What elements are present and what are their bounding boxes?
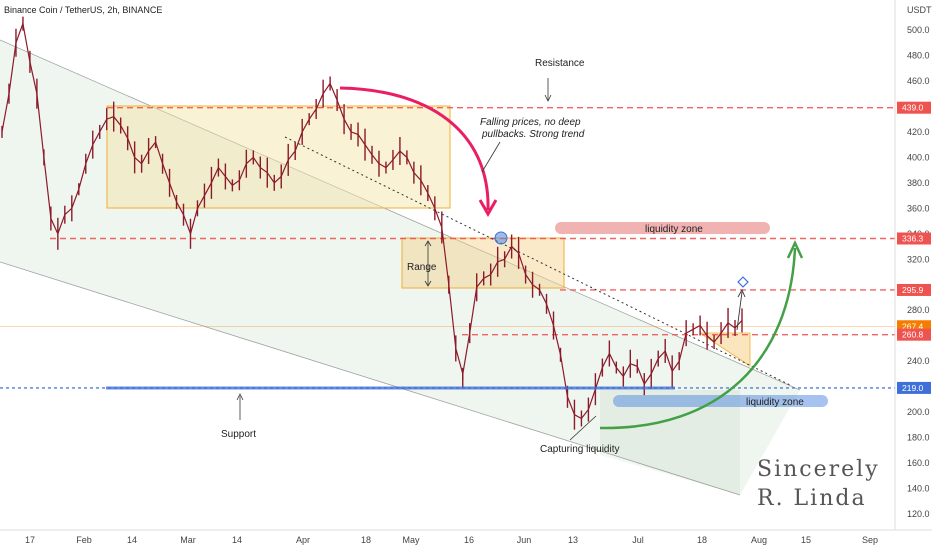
- price-series-line: [1, 21, 743, 420]
- y-tick-label: 140.0: [907, 484, 930, 494]
- x-tick-label: Aug: [751, 535, 767, 545]
- channel-upper-line: [0, 39, 801, 391]
- plot-area: [0, 0, 895, 530]
- y-tick-label: 420.0: [907, 127, 930, 137]
- x-tick-label: Mar: [180, 535, 196, 545]
- red-curved-arrow: [339, 86, 490, 211]
- x-tick-label: 15: [801, 535, 811, 545]
- price-level-value: 267.4: [902, 321, 924, 331]
- x-tick-label: Jul: [632, 535, 644, 545]
- x-tick-label: 14: [127, 535, 137, 545]
- signature-line-2: R. Linda: [757, 486, 867, 511]
- resistance-pointer-head: [544, 94, 552, 102]
- price-level-tag: 336.3: [897, 232, 931, 245]
- price-level-tag: 439.0: [897, 101, 931, 114]
- support-label: Support: [221, 429, 256, 440]
- y-tick-label: 280.0: [907, 305, 930, 315]
- x-tick-label: 17: [25, 535, 35, 545]
- x-tick-label: Jun: [517, 535, 532, 545]
- liquidity-zone-top: [555, 222, 770, 234]
- x-tick-label: Feb: [76, 535, 92, 545]
- green-curved-arrow: [599, 247, 797, 430]
- target-arrow-head: [737, 288, 746, 298]
- liquidity-zone-top-label: liquidity zone: [645, 224, 703, 235]
- chart-title: Binance Coin / TetherUS, 2h, BINANCE: [4, 5, 162, 15]
- y-tick-label: 480.0: [907, 50, 930, 60]
- channel-lower-line: [0, 261, 741, 496]
- target-arrow: [736, 291, 743, 331]
- x-tick-label: 14: [232, 535, 242, 545]
- price-level-value: 219.0: [902, 383, 924, 393]
- x-tick-label: Sep: [862, 535, 878, 545]
- signature-line-1: Sincerely: [757, 457, 880, 482]
- resistance-label: Resistance: [535, 58, 585, 69]
- x-tick-label: Apr: [296, 535, 310, 545]
- touch-marker: [494, 231, 508, 245]
- y-tick-label: 380.0: [907, 178, 930, 188]
- x-tick-label: 13: [568, 535, 578, 545]
- liquidity-zone-bottom-label: liquidity zone: [746, 397, 804, 408]
- trendline-dotted: [284, 136, 791, 386]
- y-tick-label: 320.0: [907, 254, 930, 264]
- y-tick-label: 120.0: [907, 509, 930, 519]
- capturing-liquidity-label: Capturing liquidity: [540, 444, 620, 455]
- y-tick-label: 200.0: [907, 407, 930, 417]
- price-level-value: 439.0: [902, 103, 924, 113]
- y-tick-label: 240.0: [907, 356, 930, 366]
- y-tick-label: 160.0: [907, 458, 930, 468]
- trend-note-line-1: Falling prices, no deep: [480, 117, 581, 128]
- currency-label: USDT: [907, 5, 932, 15]
- price-level-value: 260.8: [902, 330, 924, 340]
- x-tick-label: 18: [361, 535, 371, 545]
- y-tick-label: 360.0: [907, 203, 930, 213]
- trend-note-line-2: pullbacks. Strong trend: [481, 129, 585, 140]
- range-bracket-top: [424, 240, 432, 247]
- range-bracket-bottom: [424, 280, 432, 287]
- price-level-tag: 295.9: [897, 283, 931, 296]
- price-level-tag: 219.0: [897, 381, 931, 394]
- support-pointer-head: [236, 393, 244, 401]
- red-arrow-head: [478, 199, 498, 218]
- capturing-pointer: [569, 415, 597, 441]
- y-tick-label: 400.0: [907, 152, 930, 162]
- liquidity-zone-bottom: [613, 395, 828, 407]
- price-level-value: 295.9: [902, 285, 924, 295]
- descending-channel: [0, 40, 800, 495]
- green-arrow-head: [786, 240, 804, 259]
- x-tick-label: 18: [697, 535, 707, 545]
- x-tick-label: May: [402, 535, 420, 545]
- price-level-tag: 260.8: [897, 328, 931, 341]
- target-icon: [737, 276, 749, 288]
- price-level-value: 336.3: [902, 234, 924, 244]
- y-tick-label: 180.0: [907, 433, 930, 443]
- y-tick-label: 500.0: [907, 25, 930, 35]
- y-tick-label: 460.0: [907, 76, 930, 86]
- trend-note-pointer: [481, 141, 501, 173]
- range-label: Range: [407, 262, 437, 273]
- x-tick-label: 16: [464, 535, 474, 545]
- projection-area: [600, 390, 740, 495]
